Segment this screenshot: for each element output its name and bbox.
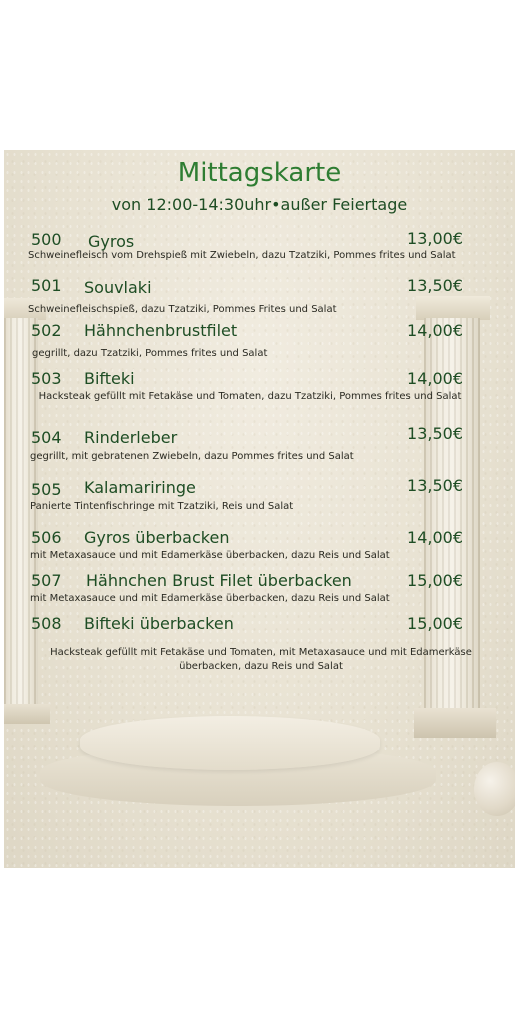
item-number: 506 bbox=[31, 528, 62, 547]
item-description: gegrillt, dazu Tzatziki, Pommes frites u… bbox=[32, 348, 268, 359]
item-number: 503 bbox=[31, 369, 62, 388]
column-left bbox=[4, 318, 38, 704]
item-number: 504 bbox=[31, 428, 62, 447]
column-left-capital bbox=[4, 298, 46, 320]
item-price: 15,00€ bbox=[407, 571, 463, 590]
item-number: 505 bbox=[31, 480, 62, 499]
column-right-base bbox=[414, 708, 496, 738]
item-name: Hähnchen Brust Filet überbacken bbox=[86, 571, 352, 590]
column-right bbox=[424, 318, 480, 710]
item-description: mit Metaxasauce und mit Edamerkäse überb… bbox=[30, 593, 390, 604]
item-name: Souvlaki bbox=[84, 278, 152, 297]
item-name: Bifteki bbox=[84, 369, 135, 388]
item-price: 13,00€ bbox=[407, 229, 463, 248]
item-number: 500 bbox=[31, 230, 62, 249]
item-price: 13,50€ bbox=[407, 276, 463, 295]
item-name: Kalamariringe bbox=[84, 478, 196, 497]
item-number: 502 bbox=[31, 321, 62, 340]
item-description: mit Metaxasauce und mit Edamerkäse überb… bbox=[30, 550, 390, 561]
menu-subtitle: von 12:00-14:30uhr•außer Feiertage bbox=[111, 195, 408, 214]
item-description: gegrillt, mit gebratenen Zwiebeln, dazu … bbox=[30, 451, 354, 462]
item-number: 507 bbox=[31, 571, 62, 590]
menu-content: Mittagskarte von 12:00-14:30uhr•außer Fe… bbox=[4, 150, 515, 868]
item-description: Panierte Tintenfischringe mit Tzatziki, … bbox=[30, 501, 294, 512]
item-name: Gyros überbacken bbox=[84, 528, 230, 547]
item-name: Hähnchenbrustfilet bbox=[84, 321, 238, 340]
item-price: 15,00€ bbox=[407, 614, 463, 633]
decorative-sphere bbox=[474, 762, 515, 816]
item-description: Hacksteak gefüllt mit Fetakäse und Tomat… bbox=[50, 647, 472, 672]
column-left-base bbox=[4, 704, 50, 724]
column-right-capital bbox=[416, 296, 490, 320]
item-price: 13,50€ bbox=[407, 476, 463, 495]
item-name: Bifteki überbacken bbox=[84, 614, 234, 633]
podium-top bbox=[80, 716, 380, 770]
item-price: 14,00€ bbox=[407, 528, 463, 547]
item-price: 14,00€ bbox=[407, 369, 463, 388]
menu-card-image: Mittagskarte von 12:00-14:30uhr•außer Fe… bbox=[4, 150, 515, 868]
item-number: 501 bbox=[31, 276, 62, 295]
item-name: Gyros bbox=[88, 232, 135, 251]
menu-title: Mittagskarte bbox=[177, 158, 342, 188]
item-price: 14,00€ bbox=[407, 321, 463, 340]
item-price: 13,50€ bbox=[407, 424, 463, 443]
item-name: Rinderleber bbox=[84, 428, 178, 447]
item-number: 508 bbox=[31, 614, 62, 633]
item-description: Hacksteak gefüllt mit Fetakäse und Tomat… bbox=[38, 391, 462, 402]
item-description: Schweinefleischspieß, dazu Tzatziki, Pom… bbox=[28, 304, 337, 315]
item-description: Schweinefleisch vom Drehspieß mit Zwiebe… bbox=[28, 250, 456, 261]
